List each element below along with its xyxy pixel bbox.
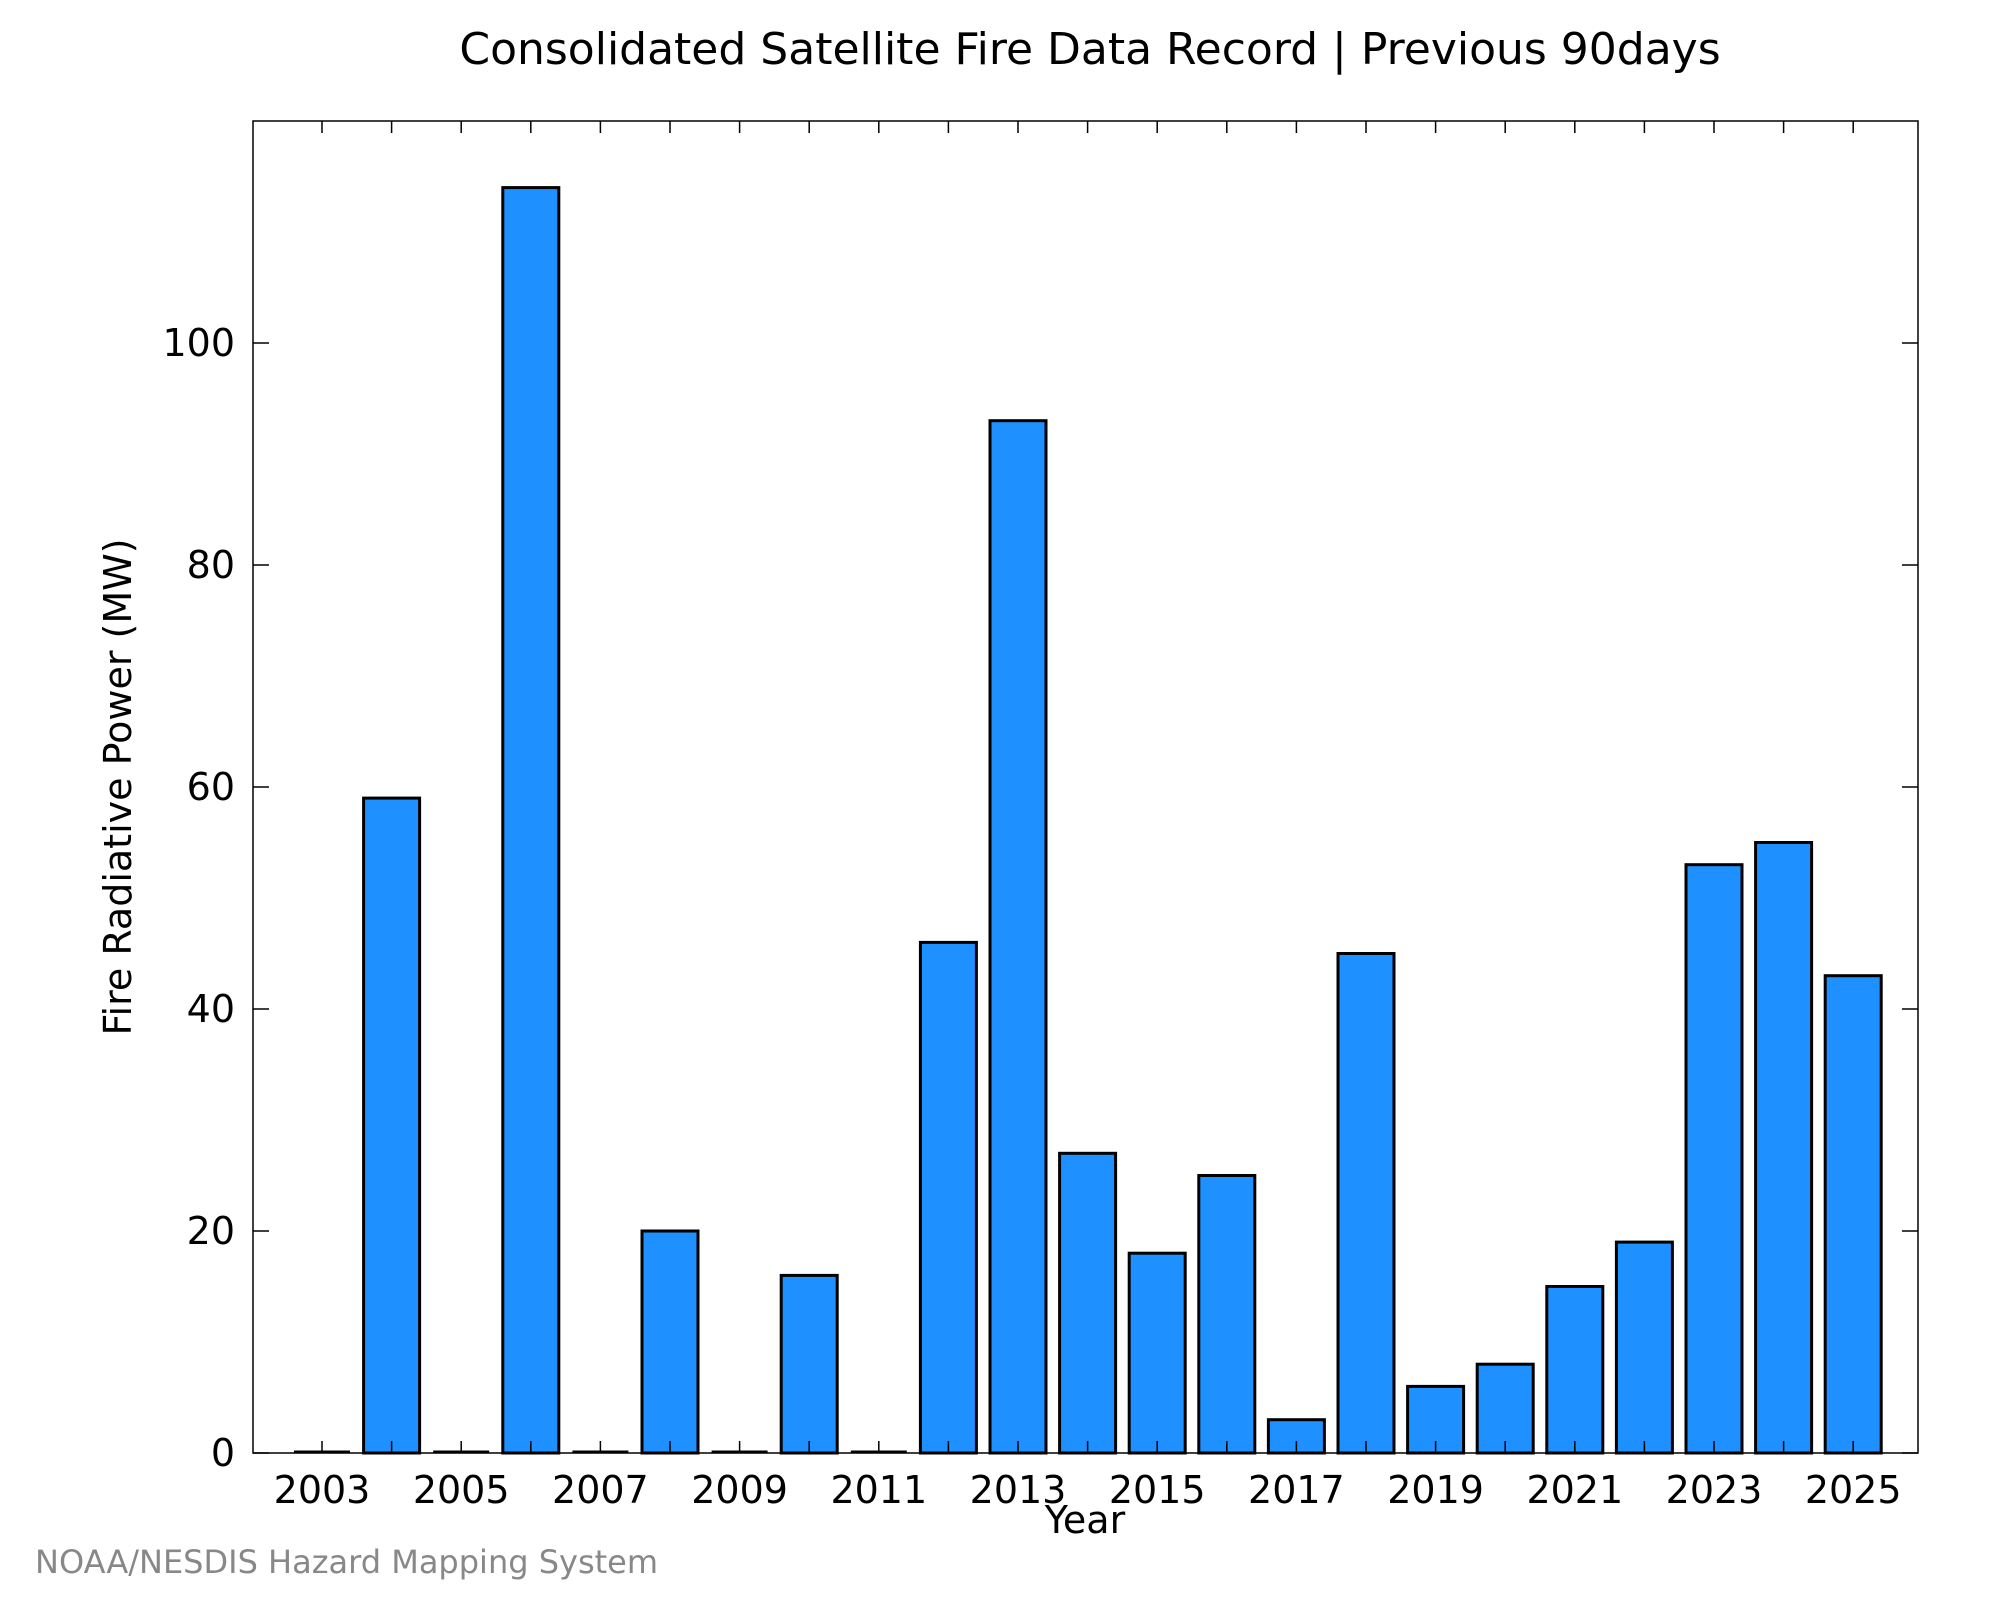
bar-2018 [1336,952,1396,1455]
bar-2025 [1823,974,1883,1455]
bar-2006 [501,186,561,1455]
x-tick-label-2007: 2007 [552,1468,649,1512]
y-tick-labels: 0 20 40 60 80 100 [162,321,235,1475]
bar-2022 [1614,1240,1674,1455]
bars-layer [294,186,1883,1455]
plot-frame [252,120,1919,1454]
y-tick-label-40: 40 [187,987,235,1031]
x-tick-label-2003: 2003 [274,1468,371,1512]
x-tick-label-2011: 2011 [830,1468,927,1512]
y-tick-label-100: 100 [162,321,235,365]
y-axis-label: Fire Radiative Power (MW) [96,538,140,1035]
bar-2008 [640,1229,700,1455]
y-tick-label-0: 0 [211,1431,235,1475]
x-axis-label: Year [1044,1498,1126,1542]
x-tick-label-2021: 2021 [1526,1468,1623,1512]
bar-2016 [1197,1174,1257,1455]
x-tick-label-2013: 2013 [970,1468,1067,1512]
x-tick-label-2017: 2017 [1248,1468,1345,1512]
bar-2013 [988,419,1048,1455]
chart-title: Consolidated Satellite Fire Data Record … [459,24,1720,75]
credit-text: NOAA/NESDIS Hazard Mapping System [35,1543,658,1581]
bar-2020 [1475,1362,1535,1455]
x-tick-label-2019: 2019 [1387,1468,1484,1512]
bar-2004 [362,796,422,1455]
bar-2010 [779,1273,839,1455]
bar-2012 [918,940,978,1455]
y-tick-label-80: 80 [187,543,235,587]
bar-2024 [1754,841,1814,1455]
bar-2021 [1545,1285,1605,1455]
x-tick-label-2009: 2009 [691,1468,788,1512]
bar-2015 [1127,1251,1187,1455]
bar-2023 [1684,863,1744,1455]
bar-2014 [1058,1151,1118,1455]
x-tick-label-2015: 2015 [1109,1468,1206,1512]
x-tick-label-2023: 2023 [1666,1468,1763,1512]
x-tick-label-2005: 2005 [413,1468,510,1512]
x-tick-label-2025: 2025 [1805,1468,1902,1512]
x-tick-labels: 2003 2005 2007 2009 2011 2013 2015 2017 2019 2021… [274,1468,1902,1512]
y-tick-label-20: 20 [187,1209,235,1253]
y-tick-label-60: 60 [187,765,235,809]
